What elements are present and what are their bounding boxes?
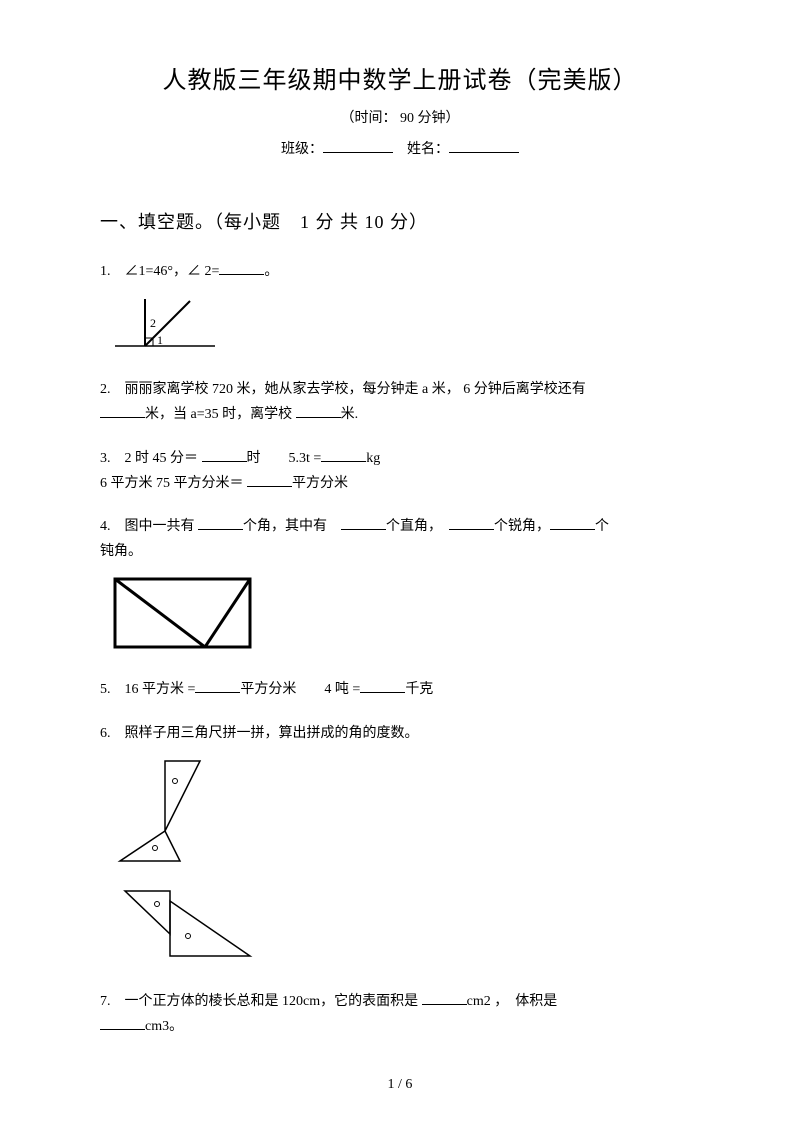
question-3: 3. 2 时 45 分＝ 时 5.3t = kg 6 平方米 75 平方分米＝ 平…	[100, 446, 700, 496]
q2-line2b: 米.	[341, 407, 359, 422]
page-number: 1 / 6	[0, 1077, 800, 1093]
q5-c: 千克	[405, 682, 433, 697]
q4-blank2	[341, 516, 386, 530]
question-2: 2. 丽丽家离学校 720 米，她从家去学校，每分钟走 a 米， 6 分钟后离学…	[100, 377, 700, 427]
q4-e: 个	[595, 519, 609, 534]
q5-blank2	[360, 679, 405, 693]
q3-2a: 6 平方米 75 平方分米＝	[100, 476, 247, 491]
q4-figure	[110, 574, 700, 659]
q4-d: 个锐角，	[494, 519, 550, 534]
svg-text:2: 2	[150, 316, 156, 330]
question-1: 1. ∠1=46°，∠ 2= 。 2 1	[100, 259, 700, 359]
exam-title: 人教版三年级期中数学上册试卷（完美版）	[100, 60, 700, 95]
class-blank	[323, 137, 393, 153]
q4-b: 个角，其中有	[243, 519, 341, 534]
q1-text: 1. ∠1=46°，∠ 2=	[100, 264, 219, 279]
question-4: 4. 图中一共有 个角，其中有 个直角， 个锐角， 个 钝角。	[100, 514, 700, 659]
q7-blank1	[422, 991, 467, 1005]
q3-blank3	[247, 473, 292, 487]
q3-1b: 时 5.3t =	[247, 451, 322, 466]
q1-suffix: 。	[264, 264, 278, 279]
q4-line2: 钝角。	[100, 544, 142, 559]
q4-c: 个直角，	[386, 519, 449, 534]
q2-blank1	[100, 404, 145, 418]
q7-blank2	[100, 1016, 145, 1030]
q6-figure-1	[110, 756, 700, 871]
q2-line2a: 米，当 a=35 时，离学校	[145, 407, 296, 422]
q6-figure-2	[110, 886, 700, 971]
q4-blank1	[198, 516, 243, 530]
q4-a: 4. 图中一共有	[100, 519, 198, 534]
q5-a: 5. 16 平方米 =	[100, 682, 195, 697]
q5-blank1	[195, 679, 240, 693]
exam-time: （时间： 90 分钟）	[100, 107, 700, 127]
section-1-title: 一、填空题。（每小题 1 分 共 10 分）	[100, 208, 700, 234]
class-label: 班级：	[281, 142, 323, 157]
student-info: 班级： 姓名：	[100, 137, 700, 158]
q3-1a: 3. 2 时 45 分＝	[100, 451, 202, 466]
q3-blank2	[321, 448, 366, 462]
q7-a: 7. 一个正方体的棱长总和是 120cm，它的表面积是	[100, 994, 422, 1009]
q1-figure: 2 1	[110, 294, 700, 359]
name-blank	[449, 137, 519, 153]
q1-blank	[219, 261, 264, 275]
q3-1c: kg	[366, 451, 380, 466]
svg-text:1: 1	[157, 333, 163, 347]
name-label: 姓名：	[407, 142, 449, 157]
q7-c: cm3。	[145, 1019, 183, 1034]
question-6: 6. 照样子用三角尺拼一拼，算出拼成的角的度数。	[100, 721, 700, 971]
q7-b: cm2 ， 体积是	[467, 994, 558, 1009]
q3-blank1	[202, 448, 247, 462]
question-5: 5. 16 平方米 = 平方分米 4 吨 = 千克	[100, 677, 700, 702]
question-7: 7. 一个正方体的棱长总和是 120cm，它的表面积是 cm2 ， 体积是 cm…	[100, 989, 700, 1039]
q2-line1: 2. 丽丽家离学校 720 米，她从家去学校，每分钟走 a 米， 6 分钟后离学…	[100, 382, 586, 397]
q6-text: 6. 照样子用三角尺拼一拼，算出拼成的角的度数。	[100, 726, 419, 741]
q4-blank4	[550, 516, 595, 530]
q2-blank2	[296, 404, 341, 418]
q3-2b: 平方分米	[292, 476, 348, 491]
q5-b: 平方分米 4 吨 =	[240, 682, 360, 697]
q4-blank3	[449, 516, 494, 530]
